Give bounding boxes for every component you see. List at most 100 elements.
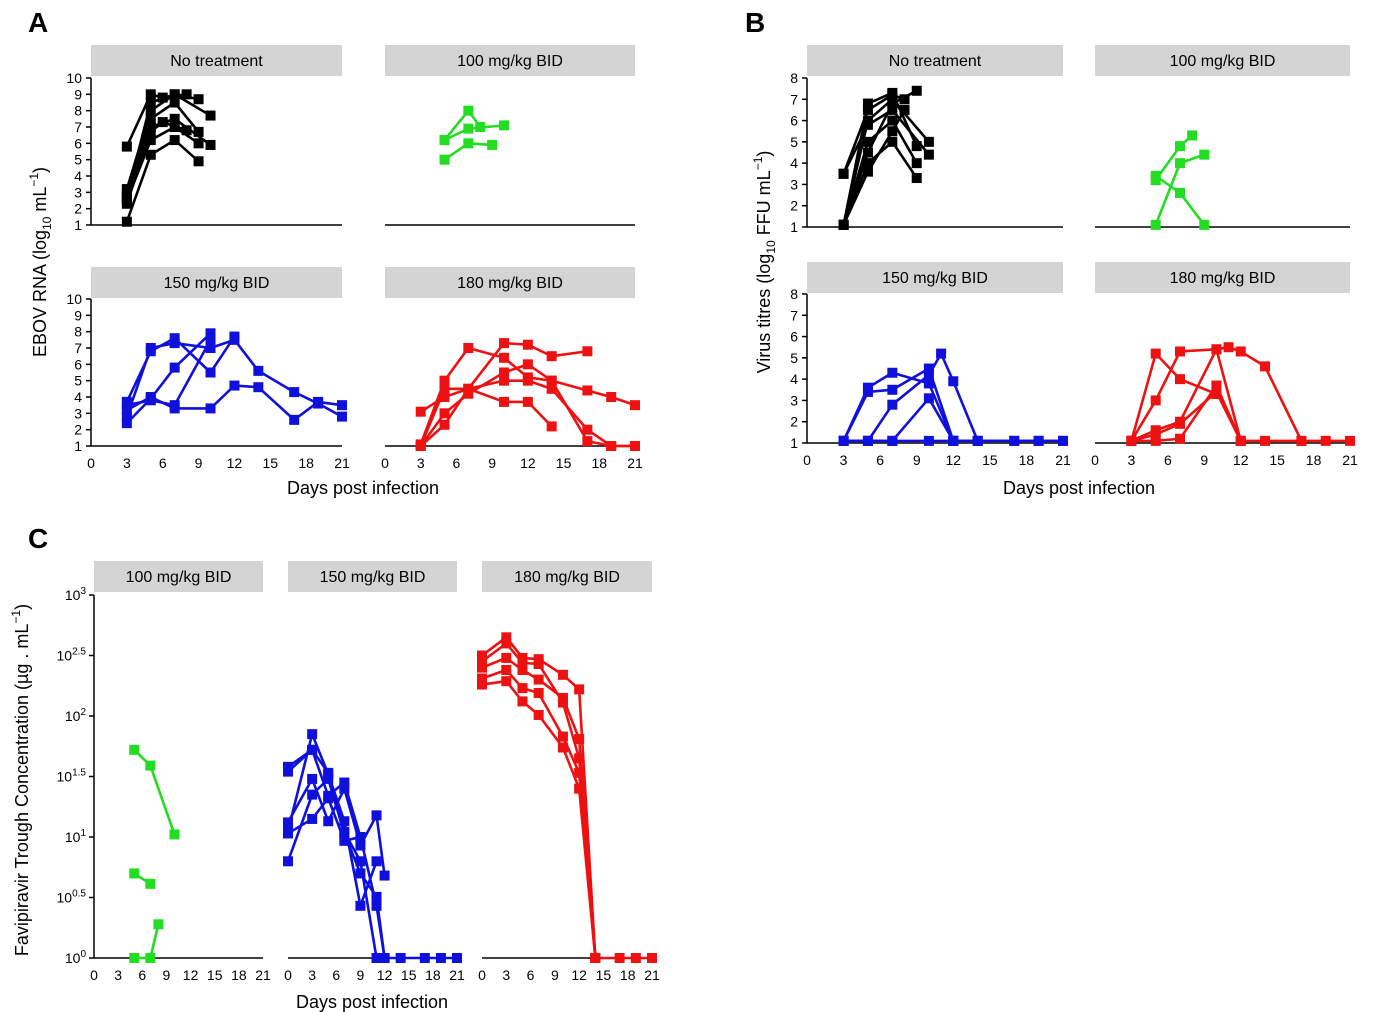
strip-title-pa-f2: 150 mg/kg BID [164,275,270,292]
y-tick-label: 7 [790,307,798,323]
data-point [193,138,204,149]
x-tick-label: 21 [1055,452,1071,468]
data-point [205,110,216,121]
data-point [145,149,156,160]
strip-pa-f3 [385,267,635,298]
data-point [911,173,922,184]
data-point [129,953,140,963]
series-line-pb-f1-2 [1154,174,1206,226]
data-point [972,435,983,446]
data-point [169,113,180,124]
series-line-pb-f1-1 [1154,134,1193,181]
data-point [887,367,898,378]
data-point [371,856,382,867]
strip-title-pc-f0: 100 mg/kg BID [126,569,232,586]
data-point [574,753,585,764]
series-line-pb-f0-7 [842,93,905,175]
x-tick-label: 12 [183,967,199,983]
y-tick-label: 10 [66,70,82,86]
data-point [911,141,922,152]
y-tick-label: 7 [74,119,82,135]
x-tick-label: 12 [377,967,393,983]
x-tick-label: 18 [1306,452,1322,468]
data-point [923,393,934,404]
strip-pb-f2 [807,262,1063,293]
data-point [1235,435,1246,446]
y-tick-label: 2 [790,414,798,430]
panel-letter-c: C [28,523,48,554]
data-point [121,411,132,422]
y-tick-label: 4 [74,168,82,184]
data-point [337,400,347,411]
data-point [157,117,168,128]
data-point [313,396,324,407]
data-point [283,766,293,777]
data-point [145,113,156,124]
data-point [339,828,350,839]
series-line-pb-f0-5 [842,109,906,226]
x-tick-label: 12 [520,455,536,471]
y-tick-label: 2 [74,201,82,217]
data-point [339,783,350,794]
x-tick-label: 3 [308,967,316,983]
x-tick-label: 6 [876,452,884,468]
data-point [499,367,510,378]
strip-pc-f2 [482,561,652,592]
x-tick-label: 3 [417,455,425,471]
data-point [339,816,350,827]
data-point [517,664,528,675]
series-line-pc-f1-4 [286,777,386,876]
data-point [145,953,156,963]
data-point [948,376,959,387]
y-tick-label: 10 [66,291,82,307]
strip-title-pc-f1: 150 mg/kg BID [320,569,426,586]
x-tick-label: 0 [284,967,292,983]
series-line-pa-f0-0 [125,138,200,223]
data-point [1126,435,1137,446]
y-tick-label: 5 [790,134,798,150]
facet-pb-f0: No treatment 1 2 3 4 5 6 7 8 [790,45,1063,235]
data-point [1150,435,1161,446]
facet-pa-f1: 100 mg/kg BID [385,45,635,226]
x-tick-label: 12 [945,452,961,468]
x-axis-title-c: Days post infection [296,992,448,1012]
data-point [283,856,293,867]
y-tick-label: 8 [74,103,82,119]
x-tick-label: 12 [227,455,243,471]
data-point [205,403,216,414]
strip-title-pa-f0: No treatment [170,53,263,70]
data-point [169,89,180,100]
series-line-pa-f0-3 [125,101,200,193]
data-point [1187,130,1198,141]
data-point [862,136,873,147]
data-point [862,98,873,109]
x-tick-label: 21 [644,967,660,983]
data-point [487,139,498,150]
x-tick-label: 6 [1164,452,1172,468]
data-point [923,149,934,160]
data-point [533,709,544,720]
data-point [439,419,450,430]
x-tick-label: 12 [1233,452,1249,468]
data-point [574,684,585,695]
y-tick-label: 5 [790,350,798,366]
data-point [887,435,898,446]
data-point [923,435,934,446]
data-point [923,378,934,389]
y-tick-label: 3 [790,176,798,192]
data-point [415,441,426,451]
data-point [379,870,390,881]
strip-pc-f0 [94,561,263,592]
x-tick-label: 6 [332,967,340,983]
data-point [307,729,318,740]
data-point [887,98,898,109]
data-point [1296,435,1307,446]
x-tick-label: 6 [159,455,167,471]
facet-pc-f2: 180 mg/kg BID 0 3 6 9 12 15 18 21 [477,561,660,983]
strip-title-pb-f2: 150 mg/kg BID [882,270,988,287]
data-point [501,632,512,643]
data-point [439,154,450,165]
data-point [419,953,430,963]
data-point [307,813,318,824]
